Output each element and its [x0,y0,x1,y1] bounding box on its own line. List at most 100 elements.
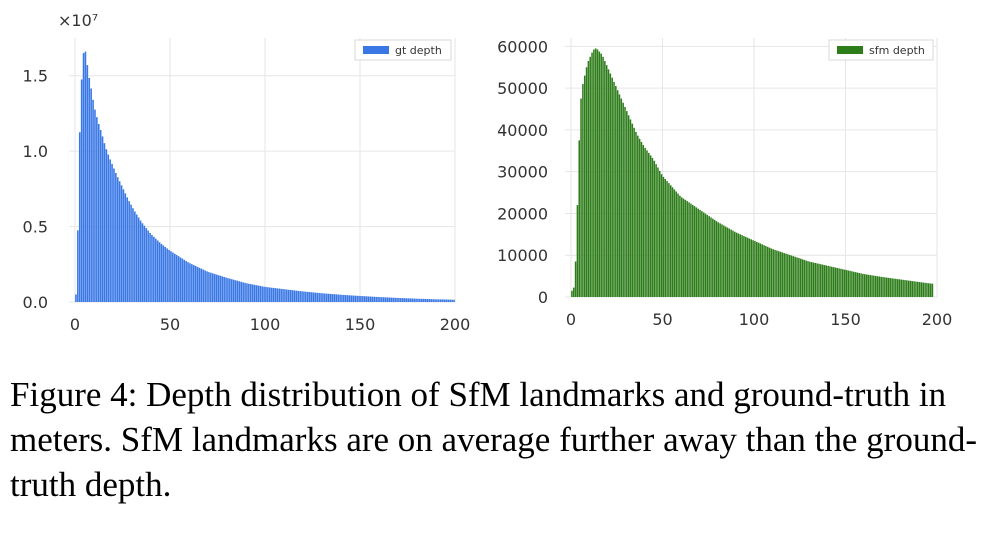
histogram-bar [413,298,415,302]
histogram-bar [401,298,404,302]
histogram-bar [128,201,130,302]
histogram-bar [646,150,648,297]
histogram-bar [287,289,290,302]
histogram-bar [688,202,690,297]
histogram-bar [594,48,597,298]
histogram-bar [717,222,720,297]
histogram-bar [637,135,639,297]
y-tick-label: 10000 [497,246,548,265]
histogram-bar [356,295,358,302]
histogram-bar [635,131,637,297]
histogram-bar [604,60,606,298]
histogram-bar [194,265,197,302]
histogram-bar [175,254,178,302]
histogram-bar [611,77,613,297]
histogram-bar [917,281,919,297]
histogram-bar [896,279,899,297]
histogram-bar [343,294,345,302]
histogram-bar [869,275,871,297]
histogram-bar [333,294,336,302]
histogram-bar [743,236,745,297]
histogram-bar [616,90,619,297]
histogram-bar [240,281,243,302]
gt-depth-histogram: 0 50 100 150 200 0.0 0.5 1.0 1.5 ×10⁷ gt depth [23,11,471,334]
histogram-bar [907,280,910,297]
histogram-bar [373,296,376,302]
histogram-bar [585,67,588,297]
histogram-bar [306,291,309,302]
histogram-bar [248,283,250,302]
histogram-bar [168,249,170,302]
histogram-bar [434,299,436,302]
histogram-bar [596,49,599,298]
histogram-bar [204,270,206,302]
histogram-bar [891,278,893,297]
legend-label: gt depth [395,44,442,57]
x-tick-label: 150 [830,310,861,329]
histogram-bar [915,281,917,297]
histogram-bar [587,60,590,298]
histogram-bar [679,195,681,297]
histogram-bar [122,189,125,302]
histogram-bar [796,257,798,297]
histogram-bar [308,292,311,302]
histogram-bar [852,271,855,297]
histogram-bar [779,251,782,297]
histogram-bar [282,289,284,302]
histogram-bar [884,277,886,297]
histogram-bar [816,263,818,297]
y-tick-label: 60000 [497,37,548,56]
histogram-bar [626,111,628,298]
histogram-bar [818,263,820,297]
histogram-bar [318,292,320,302]
histogram-bar [396,297,398,302]
histogram-bar [134,211,136,302]
histogram-bar [701,211,703,297]
histogram-bar [246,283,248,302]
histogram-bar [622,102,624,297]
histogram-bar [699,209,701,297]
histogram-bar [236,280,239,302]
legend-swatch [837,46,863,54]
histogram-bar [217,275,220,302]
histogram-bar [420,298,423,302]
histogram-bar [118,181,121,302]
histogram-bar [836,267,839,297]
histogram-bar [798,258,800,297]
histogram-bar [739,234,742,297]
histogram-bar [706,214,709,297]
histogram-bar [895,278,897,297]
histogram-bar [734,231,736,297]
histogram-bar [78,132,81,302]
figure-caption: Figure 4: Depth distribution of SfM land… [10,375,977,504]
histogram-bar [582,83,584,297]
histogram-bar [572,287,575,297]
histogram-bar [280,288,282,302]
histogram-bar [419,298,421,302]
histogram-bar [295,290,298,302]
histogram-bar [609,73,612,298]
y-tick-label: 50000 [497,79,548,98]
histogram-bar [428,299,431,302]
histogram-bar [88,77,91,302]
histogram-bar [293,290,296,302]
histogram-bar [291,290,294,302]
histogram-bar [662,176,665,297]
histogram-bar [449,299,452,302]
histogram-bar [301,291,303,302]
histogram-bar [682,198,685,297]
histogram-bar [272,287,275,302]
histogram-bar [840,268,842,297]
histogram-bar [191,264,193,302]
x-tick-label: 150 [345,315,376,334]
histogram-bar [735,232,738,297]
y-tick-label: 1.0 [23,142,48,161]
histogram-bar [691,204,694,297]
histogram-bar [331,294,334,302]
histogram-bar [305,291,307,302]
figure-charts: 0 50 100 150 200 0.0 0.5 1.0 1.5 ×10⁷ gt depth 0 50… [23,11,953,334]
histogram-bar [680,197,683,297]
histogram-bar [249,284,252,302]
histogram-bar [97,123,100,302]
histogram-bar [772,249,774,297]
